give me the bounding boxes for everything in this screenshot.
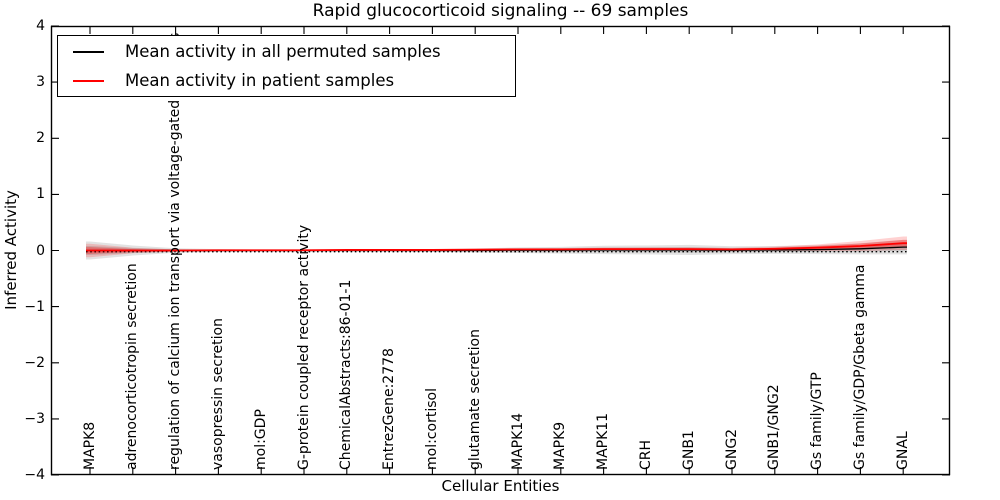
x-tick-label-9: glutamate secretion xyxy=(466,329,483,470)
mean-line-series-1 xyxy=(86,242,907,252)
y-tick-label-0: 0 xyxy=(36,242,45,259)
axis-tick-marks xyxy=(51,25,950,476)
x-tick-label-1: adrenocorticotropin secretion xyxy=(124,263,141,470)
y-tick-label-−3: −3 xyxy=(24,410,45,427)
x-tick-label-16: GNB1/GNG2 xyxy=(766,384,783,470)
chart-title: Rapid glucocorticoid signaling -- 69 sam… xyxy=(312,1,689,21)
x-tick-label-10: MAPK14 xyxy=(509,412,526,470)
legend: Mean activity in all permuted samples Me… xyxy=(57,35,516,97)
y-tick-label-4: 4 xyxy=(36,18,45,34)
band-outer-series-1 xyxy=(86,236,907,258)
x-tick-label-8: mol:cortisol xyxy=(423,388,440,470)
x-tick-label-12: MAPK11 xyxy=(595,412,612,470)
x-tick-label-14: GNB1 xyxy=(680,430,697,470)
legend-line-sample-black xyxy=(73,50,104,53)
x-tick-label-15: GNG2 xyxy=(723,428,740,470)
y-axis-title: Inferred Activity xyxy=(2,190,20,310)
legend-item-permuted: Mean activity in all permuted samples xyxy=(58,42,515,61)
x-tick-label-2: regulation of calcium ion transport via … xyxy=(167,32,184,470)
y-tick-label-−2: −2 xyxy=(24,354,45,371)
x-tick-label-7: EntrezGene:2778 xyxy=(381,348,398,470)
x-tick-label-19: GNAL xyxy=(894,431,911,470)
x-axis-title: Cellular Entities xyxy=(441,477,560,495)
y-tick-label-1: 1 xyxy=(36,186,45,203)
x-tick-label-11: MAPK9 xyxy=(552,421,569,470)
legend-label-patient: Mean activity in patient samples xyxy=(125,71,395,90)
x-tick-label-17: Gs family/GTP xyxy=(809,372,826,470)
x-tick-label-5: G-protein coupled receptor activity xyxy=(295,224,312,470)
x-tick-label-6: ChemicalAbstracts:86-01-1 xyxy=(338,279,355,470)
x-tick-label-13: CRH xyxy=(637,439,654,470)
x-tick-label-4: mol:GDP xyxy=(252,409,269,470)
y-tick-label-2: 2 xyxy=(36,130,45,147)
y-tick-label-3: 3 xyxy=(36,74,45,91)
legend-label-permuted: Mean activity in all permuted samples xyxy=(125,42,441,61)
plot-border xyxy=(50,25,951,476)
legend-item-patient: Mean activity in patient samples xyxy=(58,71,515,90)
x-tick-label-0: MAPK8 xyxy=(81,421,98,470)
x-tick-label-18: Gs family/GDP/Gbeta gamma xyxy=(851,264,868,471)
x-tick-label-3: vasopressin secretion xyxy=(209,318,226,470)
legend-line-sample-red xyxy=(73,79,104,82)
y-tick-label-−1: −1 xyxy=(24,298,45,315)
y-tick-label-−4: −4 xyxy=(24,467,45,483)
